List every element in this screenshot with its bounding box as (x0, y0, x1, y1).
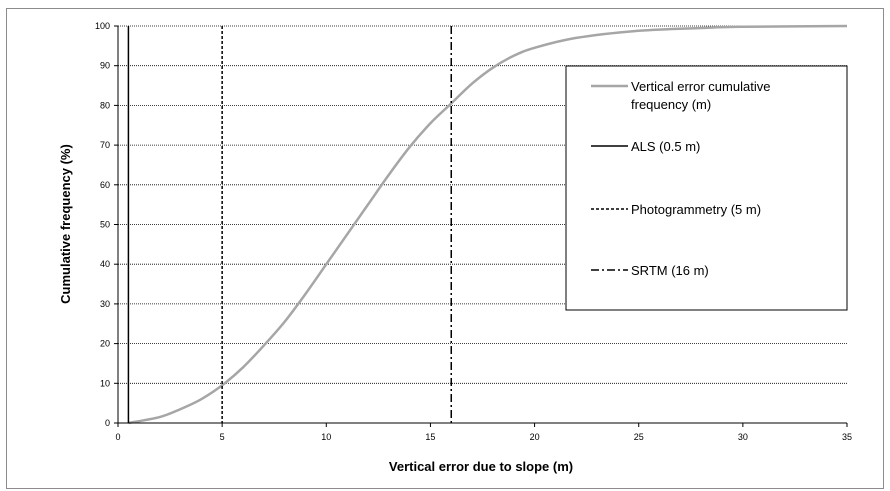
legend-label-srtm: SRTM (16 m) (631, 263, 709, 278)
x-tick-label-35: 35 (842, 432, 852, 442)
x-tick-label-0: 0 (115, 432, 120, 442)
y-tick-label-10: 10 (100, 378, 110, 388)
y-tick-label-80: 80 (100, 100, 110, 110)
legend-label-als: ALS (0.5 m) (631, 139, 700, 154)
x-tick-label-30: 30 (738, 432, 748, 442)
y-axis-title: Cumulative frequency (%) (58, 144, 73, 304)
y-tick-label-90: 90 (100, 61, 110, 71)
y-tick-label-20: 20 (100, 339, 110, 349)
x-tick-label-20: 20 (530, 432, 540, 442)
x-axis-title: Vertical error due to slope (m) (389, 459, 573, 474)
y-tick-label-30: 30 (100, 299, 110, 309)
curve-layer (128, 24, 848, 425)
legend-label-curve-line1: Vertical error cumulative (631, 79, 770, 94)
y-tick-label-100: 100 (95, 21, 110, 31)
x-tick-label-15: 15 (425, 432, 435, 442)
y-tick-label-40: 40 (100, 259, 110, 269)
gridlines (118, 25, 847, 384)
y-tick-label-50: 50 (100, 220, 110, 230)
y-tick-label-0: 0 (105, 418, 110, 428)
x-tick-label-10: 10 (321, 432, 331, 442)
y-tick-label-70: 70 (100, 140, 110, 150)
tick-labels: 0 10 20 30 40 50 60 70 80 90 100 0 5 10 15 20 25 30 35 (95, 21, 852, 442)
series-line-0 (128, 24, 848, 425)
legend: Vertical error cumulative frequency (m) … (565, 65, 848, 311)
legend-label-curve-line2: frequency (m) (631, 97, 711, 112)
x-tick-label-25: 25 (634, 432, 644, 442)
reference-lines (127, 26, 453, 423)
x-tick-label-5: 5 (220, 432, 225, 442)
legend-label-photogrammetry: Photogrammetry (5 m) (631, 202, 761, 217)
y-tick-label-60: 60 (100, 180, 110, 190)
